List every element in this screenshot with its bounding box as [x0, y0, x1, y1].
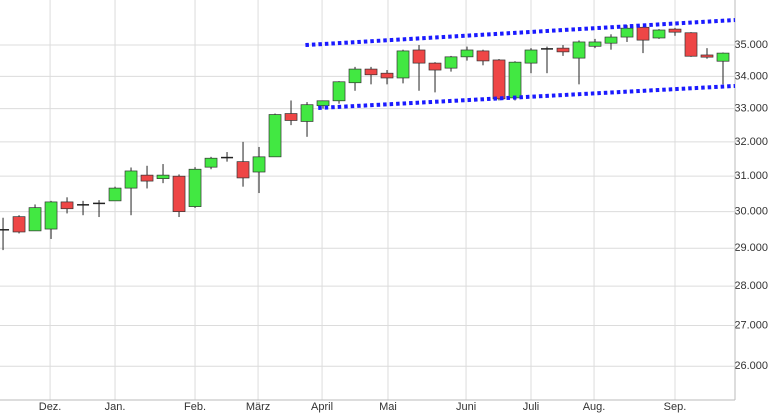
trend-line: [318, 83, 736, 110]
candle-body: [172, 175, 186, 212]
x-tick-label: Jan.: [105, 401, 126, 413]
x-tick-label: Mai: [379, 401, 397, 413]
candle-body: [108, 187, 122, 202]
candle-body: [716, 52, 730, 62]
candle-body: [492, 59, 506, 100]
y-tick-label: 28.000: [734, 280, 768, 292]
candle-body: [428, 62, 442, 71]
candle-body: [332, 81, 346, 102]
y-tick-label: 30.000: [734, 206, 768, 218]
candle-body: [541, 48, 554, 50]
candle-body: [252, 156, 266, 173]
candle-body: [156, 174, 170, 179]
y-tick-label: 33.000: [734, 103, 768, 115]
candle-body: [28, 207, 42, 232]
candle-body: [204, 157, 218, 168]
x-tick-label: März: [246, 401, 270, 413]
x-tick-label: Juli: [523, 401, 540, 413]
y-tick-label: 26.000: [734, 360, 768, 372]
y-tick-label: 34.000: [734, 70, 768, 82]
candle-body: [572, 41, 586, 59]
candle-body: [221, 156, 234, 159]
candle-body: [140, 174, 154, 182]
y-tick-label: 27.000: [734, 319, 768, 331]
candle-body: [684, 32, 698, 57]
x-tick-label: April: [311, 401, 333, 413]
candle-body: [700, 54, 714, 58]
candle-body: [0, 229, 10, 231]
candle-body: [604, 36, 618, 44]
candle-body: [636, 26, 650, 41]
candle-body: [44, 201, 58, 230]
candle-body: [236, 161, 250, 179]
y-tick-label: 35.000: [734, 39, 768, 51]
y-tick-label: 32.000: [734, 136, 768, 148]
trend-line: [305, 18, 736, 48]
candle-body: [476, 50, 490, 62]
candle-body: [268, 114, 282, 158]
candle-body: [77, 204, 90, 206]
candle-body: [188, 168, 202, 207]
candle-body: [524, 49, 538, 64]
candle-body: [124, 170, 138, 189]
candle-body: [364, 68, 378, 76]
x-tick-label: Dez.: [39, 401, 62, 413]
y-tick-label: 29.000: [734, 242, 768, 254]
x-tick-label: Juni: [456, 401, 476, 413]
x-tick-label: Sep.: [664, 401, 687, 413]
y-tick-label: 31.000: [734, 170, 768, 182]
candle-body: [300, 104, 314, 122]
candle-body: [460, 49, 474, 58]
candle-body: [284, 113, 298, 121]
candle-body: [620, 27, 634, 38]
candle-body: [556, 47, 570, 53]
candle-body: [60, 201, 74, 210]
candle-body: [444, 56, 458, 69]
x-tick-label: Feb.: [184, 401, 206, 413]
candle-body: [508, 61, 522, 99]
candle-body: [348, 68, 362, 84]
candle-body: [396, 50, 410, 79]
plot-area: [0, 0, 735, 400]
candle-body: [412, 49, 426, 64]
candle-body: [93, 202, 106, 205]
candle-body: [668, 28, 682, 33]
candle-body: [652, 29, 666, 39]
x-tick-label: Aug.: [583, 401, 606, 413]
candle-body: [316, 100, 330, 107]
candle-body: [588, 41, 602, 47]
candle-body: [12, 216, 26, 233]
candle-body: [380, 72, 394, 79]
